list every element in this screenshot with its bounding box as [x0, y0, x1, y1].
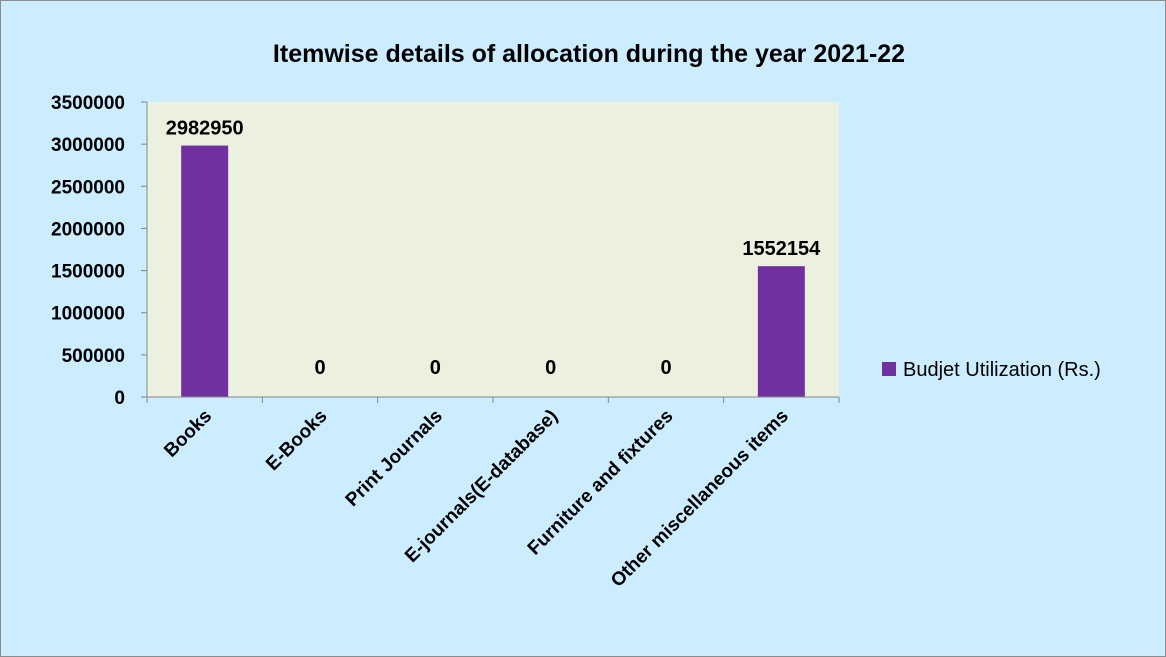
- data-labels: 2982950 0 0 0 0 1552154: [166, 118, 821, 379]
- y-tick-label: 2500000: [51, 177, 125, 198]
- bars: [181, 145, 805, 397]
- data-label: 0: [545, 357, 556, 379]
- plot-area: [147, 102, 839, 397]
- data-label: 0: [660, 357, 671, 379]
- axes: [146, 102, 840, 403]
- legend-label: Budjet Utilization (Rs.): [903, 359, 1101, 381]
- y-tick-label: 1500000: [51, 262, 125, 283]
- data-label: 2982950: [166, 118, 244, 140]
- y-axis-ticks: 0 500000 1000000 1500000 2000000 2500000 30000…: [51, 93, 147, 409]
- legend-swatch: [882, 362, 896, 376]
- bar: [757, 266, 805, 397]
- y-tick-label: 0: [114, 388, 125, 409]
- y-tick-label: 1000000: [51, 304, 125, 325]
- y-tick-label: 3000000: [51, 135, 125, 156]
- y-tick-label: 2000000: [51, 219, 125, 240]
- data-label: 0: [314, 357, 325, 379]
- data-label: 0: [430, 357, 441, 379]
- y-tick-label: 3500000: [51, 93, 125, 114]
- chart-title: Itemwise details of allocation during th…: [273, 40, 905, 68]
- bar: [181, 145, 229, 397]
- legend: Budjet Utilization (Rs.): [882, 359, 1101, 381]
- y-tick-label: 500000: [62, 346, 125, 367]
- data-label: 1552154: [742, 238, 821, 260]
